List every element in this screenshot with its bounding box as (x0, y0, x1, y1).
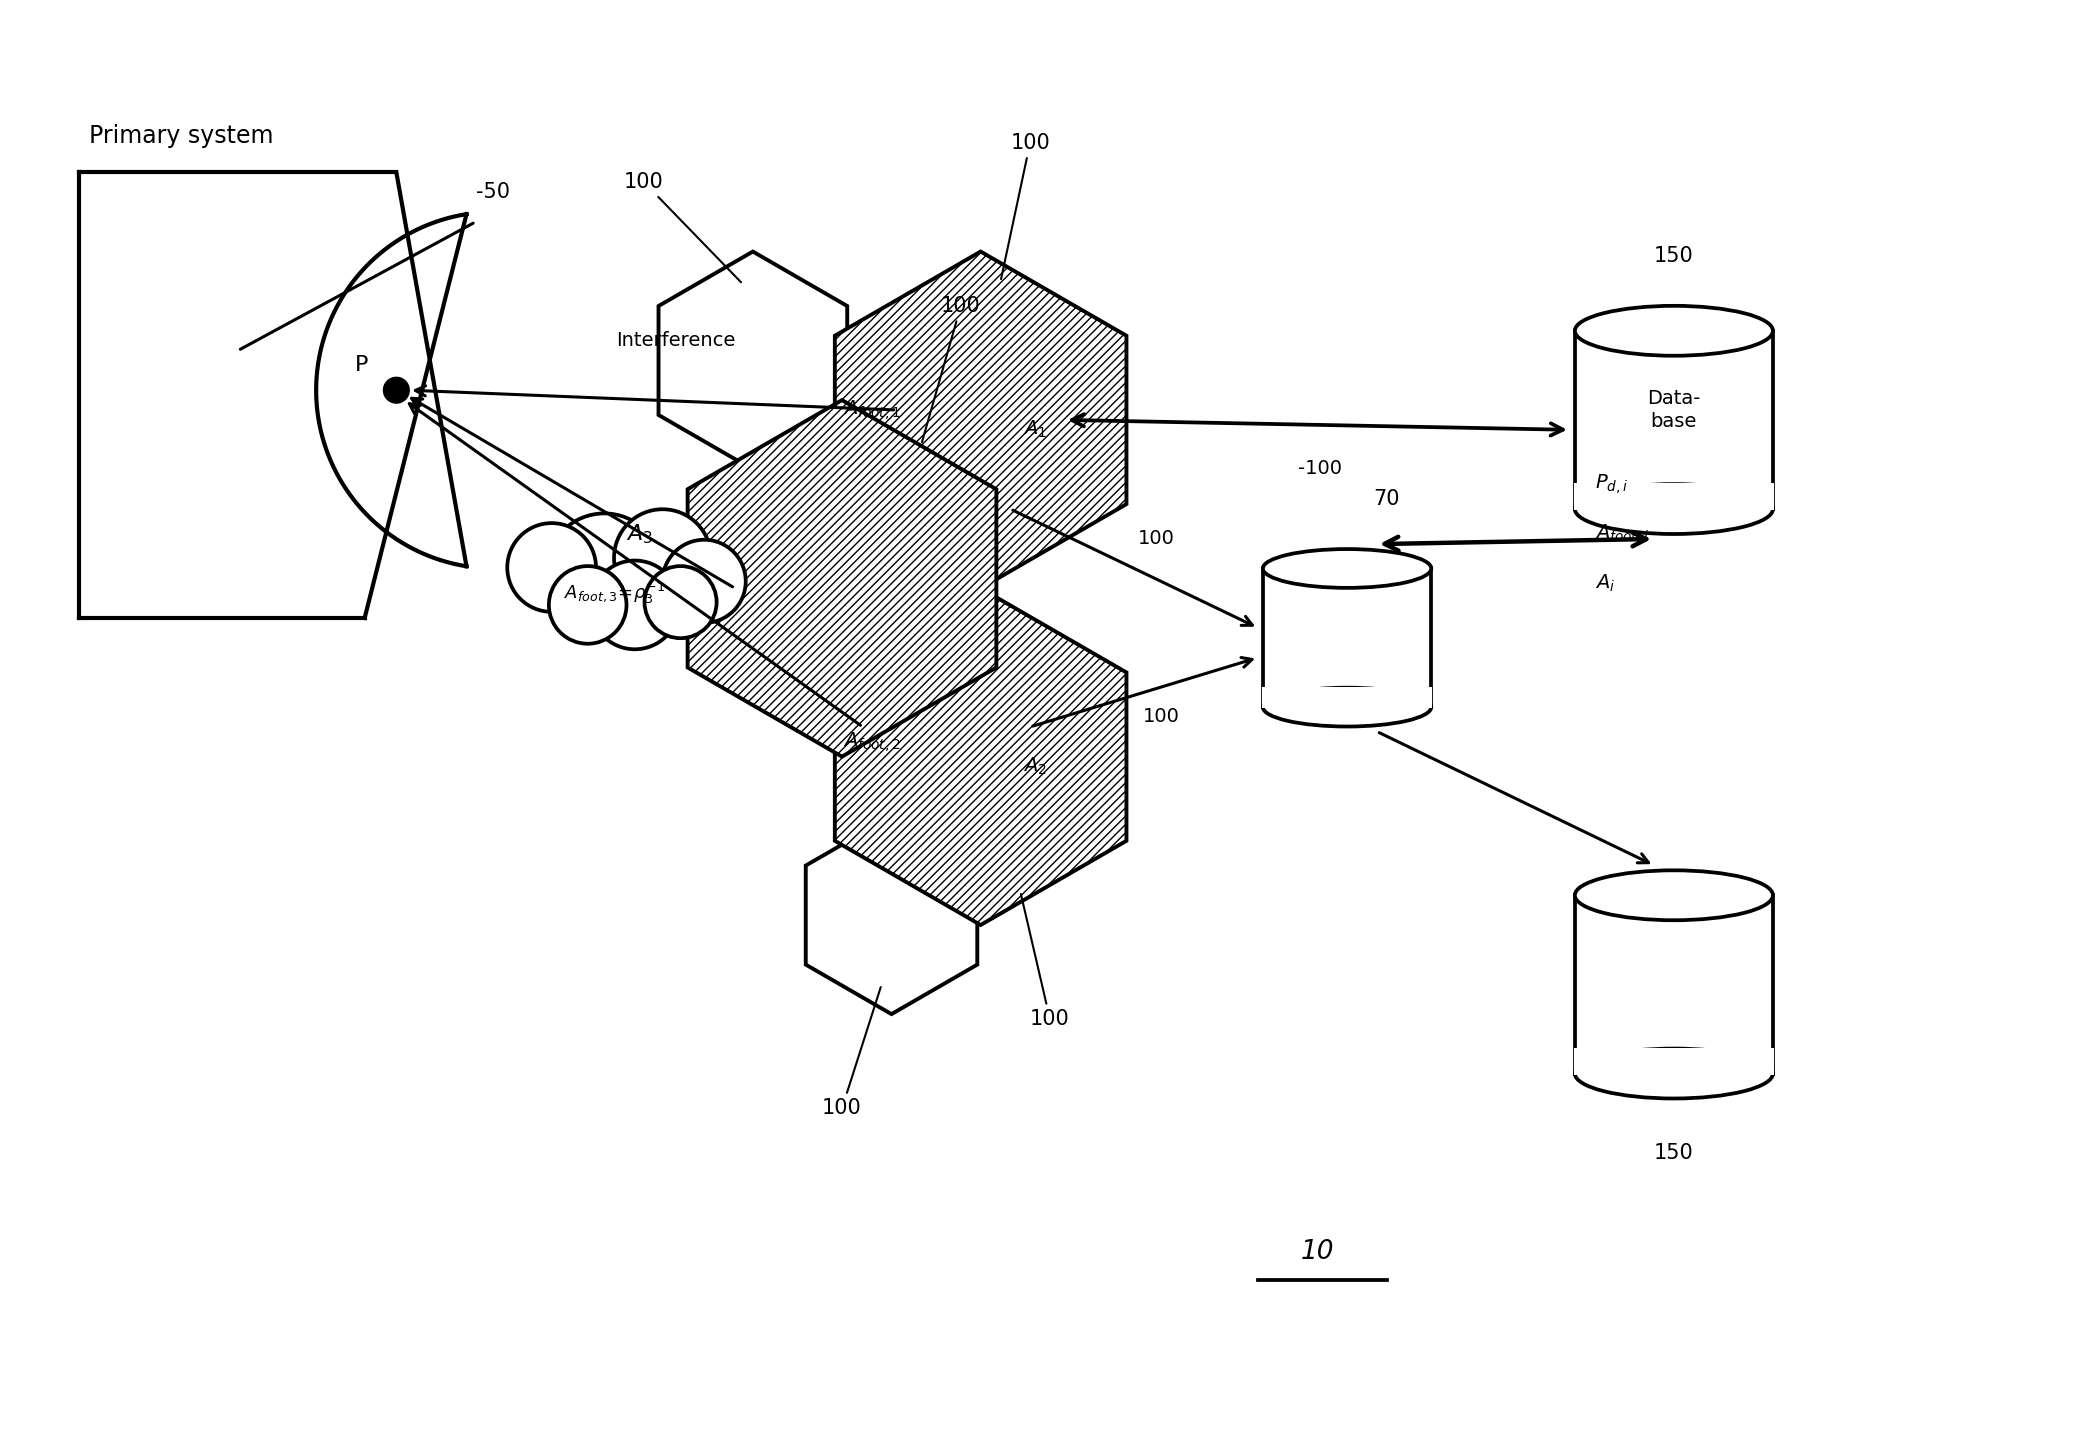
Polygon shape (687, 399, 997, 757)
Ellipse shape (1575, 306, 1774, 356)
Bar (1263, 569, 1432, 707)
Circle shape (507, 523, 597, 612)
Polygon shape (836, 251, 1127, 588)
Text: $A_{foot,1}$: $A_{foot,1}$ (844, 398, 900, 422)
Text: $A_3$: $A_3$ (626, 522, 653, 546)
Ellipse shape (1575, 484, 1774, 535)
Text: Data-
base: Data- base (1648, 389, 1700, 431)
Polygon shape (658, 251, 848, 470)
Text: 100: 100 (921, 296, 980, 443)
Bar (1575, 331, 1774, 509)
Circle shape (383, 378, 408, 402)
Circle shape (547, 513, 662, 629)
Text: 100: 100 (1137, 529, 1175, 547)
Polygon shape (806, 816, 978, 1015)
Text: 100: 100 (1001, 132, 1049, 279)
Bar (1263, 687, 1432, 708)
Text: $A_{foot,2}$: $A_{foot,2}$ (844, 730, 900, 754)
Bar (1575, 895, 1774, 1073)
Text: $A_{foot,3}\!=\!\rho_3^{-1}$: $A_{foot,3}\!=\!\rho_3^{-1}$ (563, 581, 664, 606)
Text: $A_{foot,i}$: $A_{foot,i}$ (1596, 522, 1648, 546)
Circle shape (591, 560, 678, 650)
Text: 100: 100 (1022, 894, 1070, 1029)
Ellipse shape (1263, 688, 1432, 727)
Bar (1575, 331, 1774, 509)
Circle shape (614, 509, 712, 606)
Text: 150: 150 (1654, 1142, 1694, 1163)
Text: $A_i$: $A_i$ (1596, 573, 1614, 593)
Circle shape (645, 566, 716, 638)
Text: P: P (356, 355, 369, 375)
Text: Primary system: Primary system (90, 124, 274, 148)
Text: 150: 150 (1654, 246, 1694, 266)
Ellipse shape (1575, 871, 1774, 920)
Text: 100: 100 (624, 172, 741, 282)
Polygon shape (836, 588, 1127, 925)
Text: 10: 10 (1300, 1239, 1334, 1265)
Circle shape (549, 566, 626, 644)
Text: $A_2$: $A_2$ (1024, 756, 1047, 777)
Text: -100: -100 (1298, 460, 1342, 479)
Text: 70: 70 (1374, 490, 1401, 510)
Text: $A_1$: $A_1$ (1024, 420, 1047, 441)
Text: 100: 100 (823, 987, 882, 1118)
Text: $P_{d,i}$: $P_{d,i}$ (1596, 473, 1627, 496)
Text: -50: -50 (475, 182, 509, 203)
Bar (1575, 1048, 1774, 1075)
Ellipse shape (1575, 1049, 1774, 1098)
Text: 100: 100 (1143, 707, 1179, 726)
Bar (1575, 483, 1774, 510)
Circle shape (662, 540, 745, 622)
Bar (1263, 569, 1432, 707)
Bar (1575, 895, 1774, 1073)
Ellipse shape (1263, 549, 1432, 588)
Text: Interference: Interference (616, 331, 735, 351)
